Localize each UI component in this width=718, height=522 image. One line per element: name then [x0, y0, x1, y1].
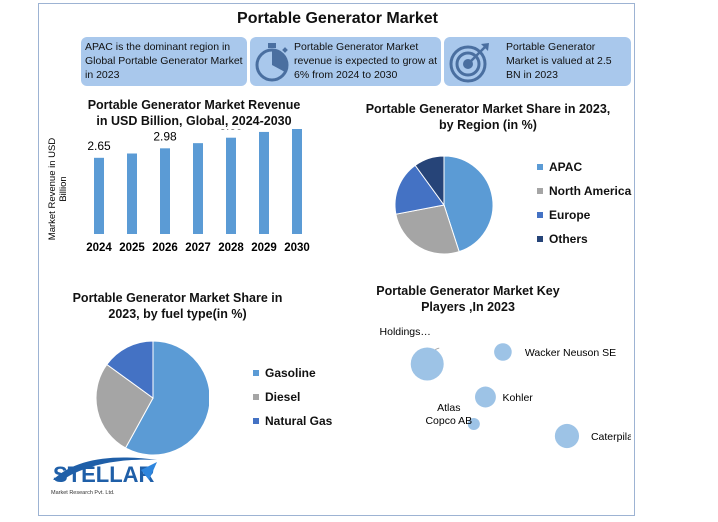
stopwatch-icon	[255, 43, 289, 82]
bubble-label: Wacker Neuson SE	[525, 347, 616, 359]
bar-2029	[259, 131, 269, 234]
legend-swatch	[253, 370, 259, 376]
legend-swatch	[537, 188, 543, 194]
bubble-generac-holdings-	[410, 347, 444, 381]
bar-2030	[292, 129, 302, 234]
bar-2026	[160, 148, 170, 234]
pie-slice-europe	[394, 164, 445, 215]
bar-data-label: 2.65	[87, 139, 111, 153]
legend-label: Others	[549, 232, 588, 246]
legend-item-apac: APAC	[537, 160, 582, 174]
legend-item-others: Others	[537, 232, 588, 246]
legend-label: North America	[549, 184, 632, 198]
legend-label: Gasoline	[265, 366, 316, 380]
bar-2025	[127, 153, 137, 234]
bar-tick-label: 2027	[185, 242, 211, 254]
legend-item-europe: Europe	[537, 208, 590, 222]
stellar-logo: STELLAR Market Research Pvt. Ltd.	[51, 457, 157, 496]
target-icon	[449, 43, 489, 83]
bubble-kohler	[474, 386, 496, 408]
info-box-growth: Portable Generator Market revenue is exp…	[250, 37, 441, 86]
info-text-region: APAC is the dominant region in Global Po…	[85, 41, 243, 81]
pie-slice-gasoline	[124, 340, 209, 456]
legend-item-natural-gas: Natural Gas	[253, 414, 332, 428]
info-text-value: Portable Generator Market is valued at 2…	[506, 41, 612, 81]
pie-slice-others	[414, 155, 445, 207]
legend-item-gasoline: Gasoline	[253, 366, 316, 380]
bar-data-label: 2.98	[153, 129, 177, 143]
legend-swatch	[537, 212, 543, 218]
legend-swatch	[537, 236, 543, 242]
legend-label: Europe	[549, 208, 591, 222]
fuel-pie-title: Portable Generator Market Share in 2023,…	[72, 291, 283, 321]
bar-chart: Market Revenue in USDBillion 2024 2.65 202…	[47, 129, 310, 254]
bubble-label: Caterpilar	[591, 431, 631, 443]
page-title: Portable Generator Market	[237, 10, 438, 27]
bubble-wacker-neuson-se	[494, 343, 512, 361]
infographic-frame: Portable Generator Market APAC is the do…	[38, 3, 635, 516]
fuel-pie-legend: Gasoline Diesel Natural Gas	[253, 366, 363, 436]
pie-slice-apac	[443, 155, 494, 253]
bar-tick-label: 2026	[152, 242, 178, 254]
leader-line	[435, 347, 440, 350]
legend-swatch	[537, 164, 543, 170]
region-pie-chart	[394, 155, 494, 255]
bubble-caterpilar	[554, 423, 580, 449]
info-text-growth: Portable Generator Market revenue is exp…	[294, 41, 438, 81]
bar-2027	[193, 143, 203, 234]
info-box-region: APAC is the dominant region in Global Po…	[81, 37, 247, 86]
legend-swatch	[253, 418, 259, 424]
bar-tick-label: 2025	[119, 242, 145, 254]
region-pie-legend: APAC North America Europe Others	[537, 160, 637, 255]
bubble-atlas-copco-ab	[467, 417, 480, 431]
bar-tick-label: 2029	[251, 242, 277, 254]
info-box-value: Portable Generator Market is valued at 2…	[444, 37, 631, 86]
legend-label: APAC	[549, 160, 583, 174]
legend-item-north-america: North America	[537, 184, 631, 198]
bar-2024	[94, 157, 104, 234]
bar-tick-label: 2028	[218, 242, 244, 254]
bar-y-axis-label: Market Revenue in USDBillion	[47, 138, 69, 241]
logo-name: STELLAR	[53, 462, 155, 487]
logo-tagline: Market Research Pvt. Ltd.	[51, 490, 115, 496]
legend-item-diesel: Diesel	[253, 390, 300, 404]
pie-slice-diesel	[95, 363, 154, 449]
region-pie-title: Portable Generator Market Share in 2023,…	[365, 102, 611, 132]
bar-data-label: 3.35	[219, 129, 243, 133]
players-chart-title: Portable Generator Market Key Players ,I…	[376, 284, 560, 314]
bar-tick-label: 2030	[284, 242, 310, 254]
key-players-bubble-chart: GeneracHoldings… Wacker Neuson SE Kohler At…	[380, 322, 631, 449]
legend-label: Natural Gas	[265, 414, 333, 428]
bubble-label: GeneracHoldings…	[380, 322, 431, 338]
bar-chart-title: Portable Generator Market Revenue in USD…	[87, 98, 301, 128]
pie-slice-natural-gas	[106, 340, 154, 399]
fuel-pie-chart	[95, 340, 209, 456]
legend-swatch	[253, 394, 259, 400]
bubble-label: Kohler	[502, 392, 533, 404]
pie-slice-north-america	[395, 204, 460, 255]
bubble-label: Atlas Copco AB	[425, 402, 472, 427]
legend-label: Diesel	[265, 390, 301, 404]
bar-tick-label: 2024	[86, 242, 112, 254]
bar-2028	[226, 137, 236, 234]
